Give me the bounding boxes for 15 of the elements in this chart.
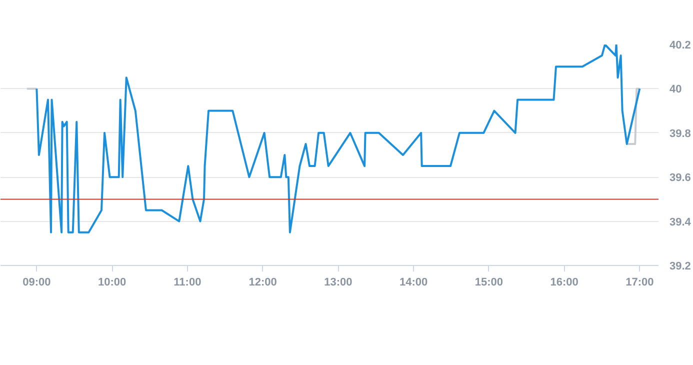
y-tick-label: 40 xyxy=(670,84,682,96)
y-tick-label: 39.8 xyxy=(670,128,691,140)
x-tick-label: 15:00 xyxy=(474,276,503,288)
x-tick-label: 12:00 xyxy=(248,276,277,288)
x-tick-label: 13:00 xyxy=(324,276,352,288)
x-tick-label: 17:00 xyxy=(626,276,654,288)
x-tick-label: 10:00 xyxy=(98,276,126,288)
y-tick-label: 40.2 xyxy=(670,40,691,52)
y-tick-label: 39.4 xyxy=(670,216,692,228)
x-tick-label: 09:00 xyxy=(22,276,51,288)
y-tick-label: 39.2 xyxy=(670,260,691,272)
y-tick-label: 39.6 xyxy=(670,172,691,184)
x-tick-label: 16:00 xyxy=(550,276,578,288)
x-tick-label: 14:00 xyxy=(399,276,428,288)
x-tick-label: 11:00 xyxy=(174,276,202,288)
